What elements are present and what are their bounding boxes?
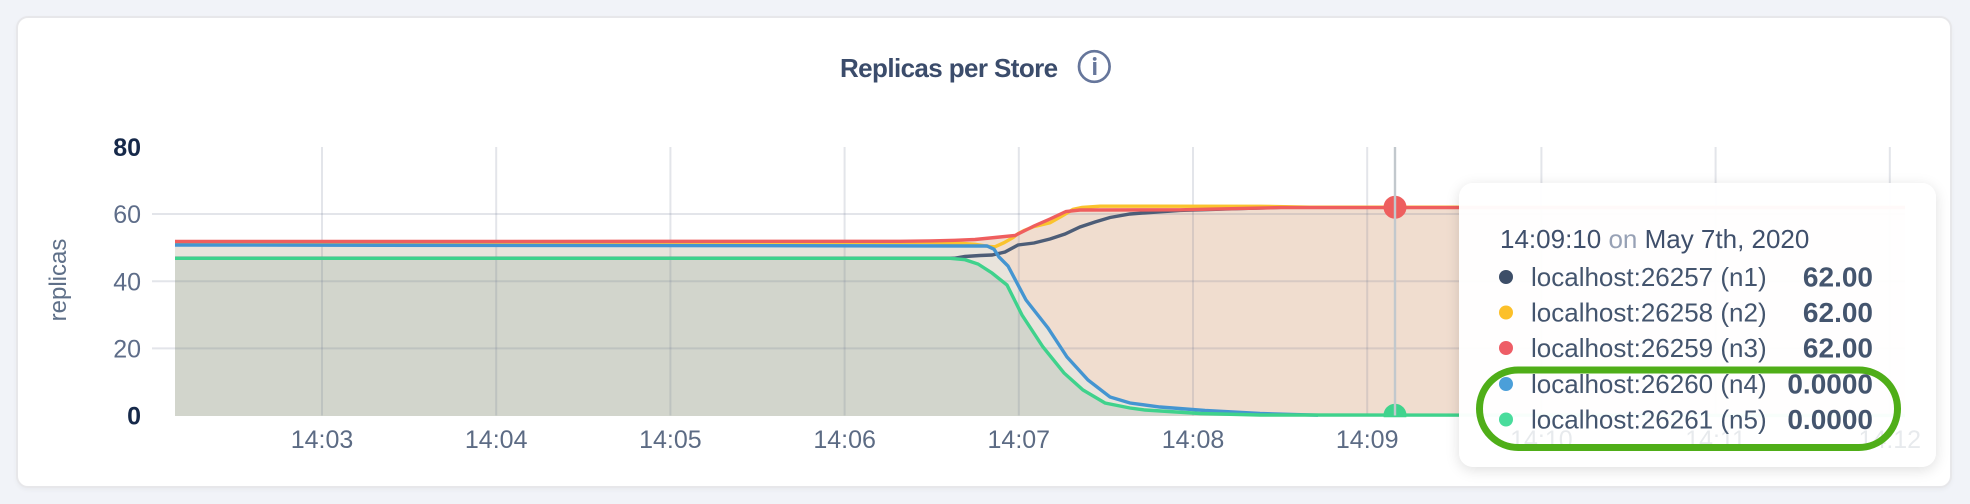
svg-text:localhost:26258 (n2): localhost:26258 (n2) [1531,298,1767,328]
svg-text:20: 20 [113,335,141,363]
svg-text:0.0000: 0.0000 [1787,404,1873,435]
svg-text:62.00: 62.00 [1803,297,1873,328]
svg-text:14:04: 14:04 [465,426,528,454]
svg-text:localhost:26257 (n1): localhost:26257 (n1) [1531,262,1767,292]
svg-text:14:07: 14:07 [988,426,1051,454]
svg-text:14:09:10 on May 7th, 2020: 14:09:10 on May 7th, 2020 [1500,224,1809,254]
svg-text:0.0000: 0.0000 [1787,369,1873,400]
svg-text:14:03: 14:03 [291,426,354,454]
svg-text:14:08: 14:08 [1162,426,1225,454]
svg-text:localhost:26260 (n4): localhost:26260 (n4) [1531,369,1767,399]
svg-text:40: 40 [113,268,141,296]
svg-text:localhost:26261 (n5): localhost:26261 (n5) [1531,405,1767,435]
svg-text:80: 80 [113,134,141,162]
svg-text:14:05: 14:05 [639,426,702,454]
svg-text:0: 0 [127,403,141,431]
svg-text:14:09: 14:09 [1336,426,1399,454]
svg-text:replicas: replicas [45,239,72,322]
svg-text:localhost:26259 (n3): localhost:26259 (n3) [1531,333,1767,363]
svg-text:62.00: 62.00 [1803,333,1873,364]
svg-text:14:06: 14:06 [813,426,876,454]
svg-text:62.00: 62.00 [1803,262,1873,293]
svg-text:60: 60 [113,201,141,229]
